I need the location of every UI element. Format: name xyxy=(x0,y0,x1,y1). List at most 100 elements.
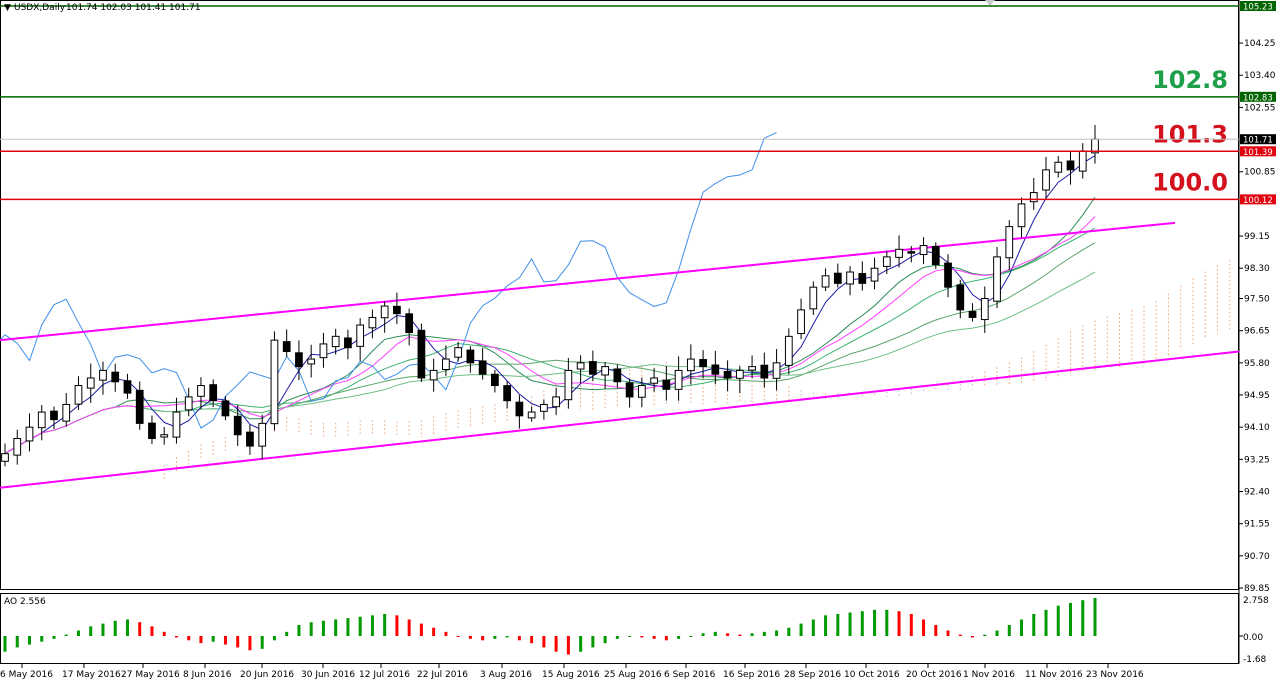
channel-lower-line xyxy=(0,350,1240,489)
level-price-tag xyxy=(1240,194,1276,205)
ao-bar xyxy=(468,636,472,639)
ao-label: AO 2.556 xyxy=(4,597,46,607)
y-tick-label: 90.70 xyxy=(1244,552,1270,562)
x-date-label: 30 Jun 2016 xyxy=(301,670,355,680)
ao-bar xyxy=(113,620,117,636)
candle xyxy=(172,411,181,438)
candle xyxy=(662,379,671,390)
ao-bar xyxy=(1093,598,1097,636)
candle xyxy=(13,438,22,456)
shift-marker-icon[interactable] xyxy=(985,0,995,6)
candle xyxy=(711,364,720,375)
candle xyxy=(980,298,989,321)
candle xyxy=(1,453,9,462)
channel-upper-line xyxy=(0,221,1176,342)
candle xyxy=(1054,161,1063,173)
ao-bar xyxy=(689,636,693,637)
ao-bar xyxy=(481,636,485,641)
ao-bar xyxy=(15,636,19,648)
candle xyxy=(882,256,891,267)
candle xyxy=(246,431,254,447)
ao-bar xyxy=(530,636,534,644)
ao-bar xyxy=(909,613,913,636)
candle xyxy=(25,426,34,442)
ao-bar xyxy=(211,636,215,642)
ao-bar xyxy=(40,636,44,642)
candle xyxy=(846,271,854,285)
candle xyxy=(344,337,352,349)
ao-bar xyxy=(897,611,901,636)
candle xyxy=(380,305,389,319)
candle xyxy=(993,256,1001,302)
x-date-label: 8 Jun 2016 xyxy=(183,670,232,680)
y-tick-label: 97.50 xyxy=(1244,295,1270,305)
candle xyxy=(821,275,830,288)
level-tag-text: 100.12 xyxy=(1243,196,1273,206)
ao-bar xyxy=(52,636,56,639)
candle xyxy=(50,410,58,421)
y-tick-label: 95.80 xyxy=(1244,359,1270,369)
candle xyxy=(1066,160,1075,171)
candle xyxy=(295,352,303,368)
candle xyxy=(858,273,867,284)
y-tick-label: 94.95 xyxy=(1244,391,1270,401)
ao-bar xyxy=(726,633,730,636)
ao-bar xyxy=(554,636,558,652)
ao-bar xyxy=(873,609,877,636)
candle xyxy=(735,369,744,379)
ao-bar xyxy=(542,636,546,648)
ao-bar xyxy=(407,619,411,636)
candle xyxy=(466,349,475,364)
candle xyxy=(282,341,291,352)
candle xyxy=(99,369,107,381)
level-price-tag xyxy=(1240,1,1276,11)
candle xyxy=(368,316,377,329)
level-big-label: 105.2 xyxy=(1152,0,1228,3)
y-tick-label: 92.40 xyxy=(1244,488,1270,498)
menu-triangle-icon[interactable]: ▼ xyxy=(4,3,11,13)
ao-bar xyxy=(934,624,938,636)
current-price-text: 101.71 xyxy=(1243,136,1273,146)
candle xyxy=(674,369,683,390)
ao-bar xyxy=(297,624,301,636)
candle xyxy=(123,380,132,394)
y-tick-label: 96.65 xyxy=(1244,327,1270,337)
level-price-tag xyxy=(1240,146,1276,157)
ao-bar xyxy=(958,634,962,636)
candle xyxy=(62,403,71,422)
ao-bar xyxy=(860,611,864,636)
ao-bar xyxy=(321,620,325,636)
candle xyxy=(1042,169,1050,191)
candle xyxy=(956,284,965,311)
candle xyxy=(74,385,83,405)
ao-bar xyxy=(272,636,276,641)
candle xyxy=(307,358,316,365)
candle xyxy=(503,385,512,402)
ao-scale-min: -1.68 xyxy=(1243,655,1267,665)
candle xyxy=(552,396,560,408)
x-date-label: 28 Sep 2016 xyxy=(784,670,841,680)
candle xyxy=(870,267,879,282)
ao-bar xyxy=(640,636,644,638)
y-tick-label: 94.10 xyxy=(1244,423,1270,433)
y-tick-label: 89.85 xyxy=(1244,584,1270,594)
x-date-label: 15 Aug 2016 xyxy=(542,670,600,680)
x-date-label: 20 Jun 2016 xyxy=(240,670,294,680)
candle xyxy=(723,370,732,379)
y-tick-label: 102.55 xyxy=(1244,103,1276,113)
x-date-label: 10 Oct 2016 xyxy=(844,670,900,680)
candle xyxy=(895,248,903,258)
ao-bar xyxy=(750,633,754,636)
current-price-tag xyxy=(1240,134,1276,145)
level-big-label: 101.3 xyxy=(1152,120,1228,148)
candle xyxy=(784,335,793,366)
ao-bar xyxy=(236,636,240,648)
candle xyxy=(944,262,952,288)
candle xyxy=(1017,203,1026,228)
ao-bar xyxy=(995,630,999,636)
candle xyxy=(527,411,536,419)
ao-bar xyxy=(27,636,31,645)
level-tag-text: 105.23 xyxy=(1243,3,1273,13)
symbol-label: USDX,Daily xyxy=(14,3,66,13)
